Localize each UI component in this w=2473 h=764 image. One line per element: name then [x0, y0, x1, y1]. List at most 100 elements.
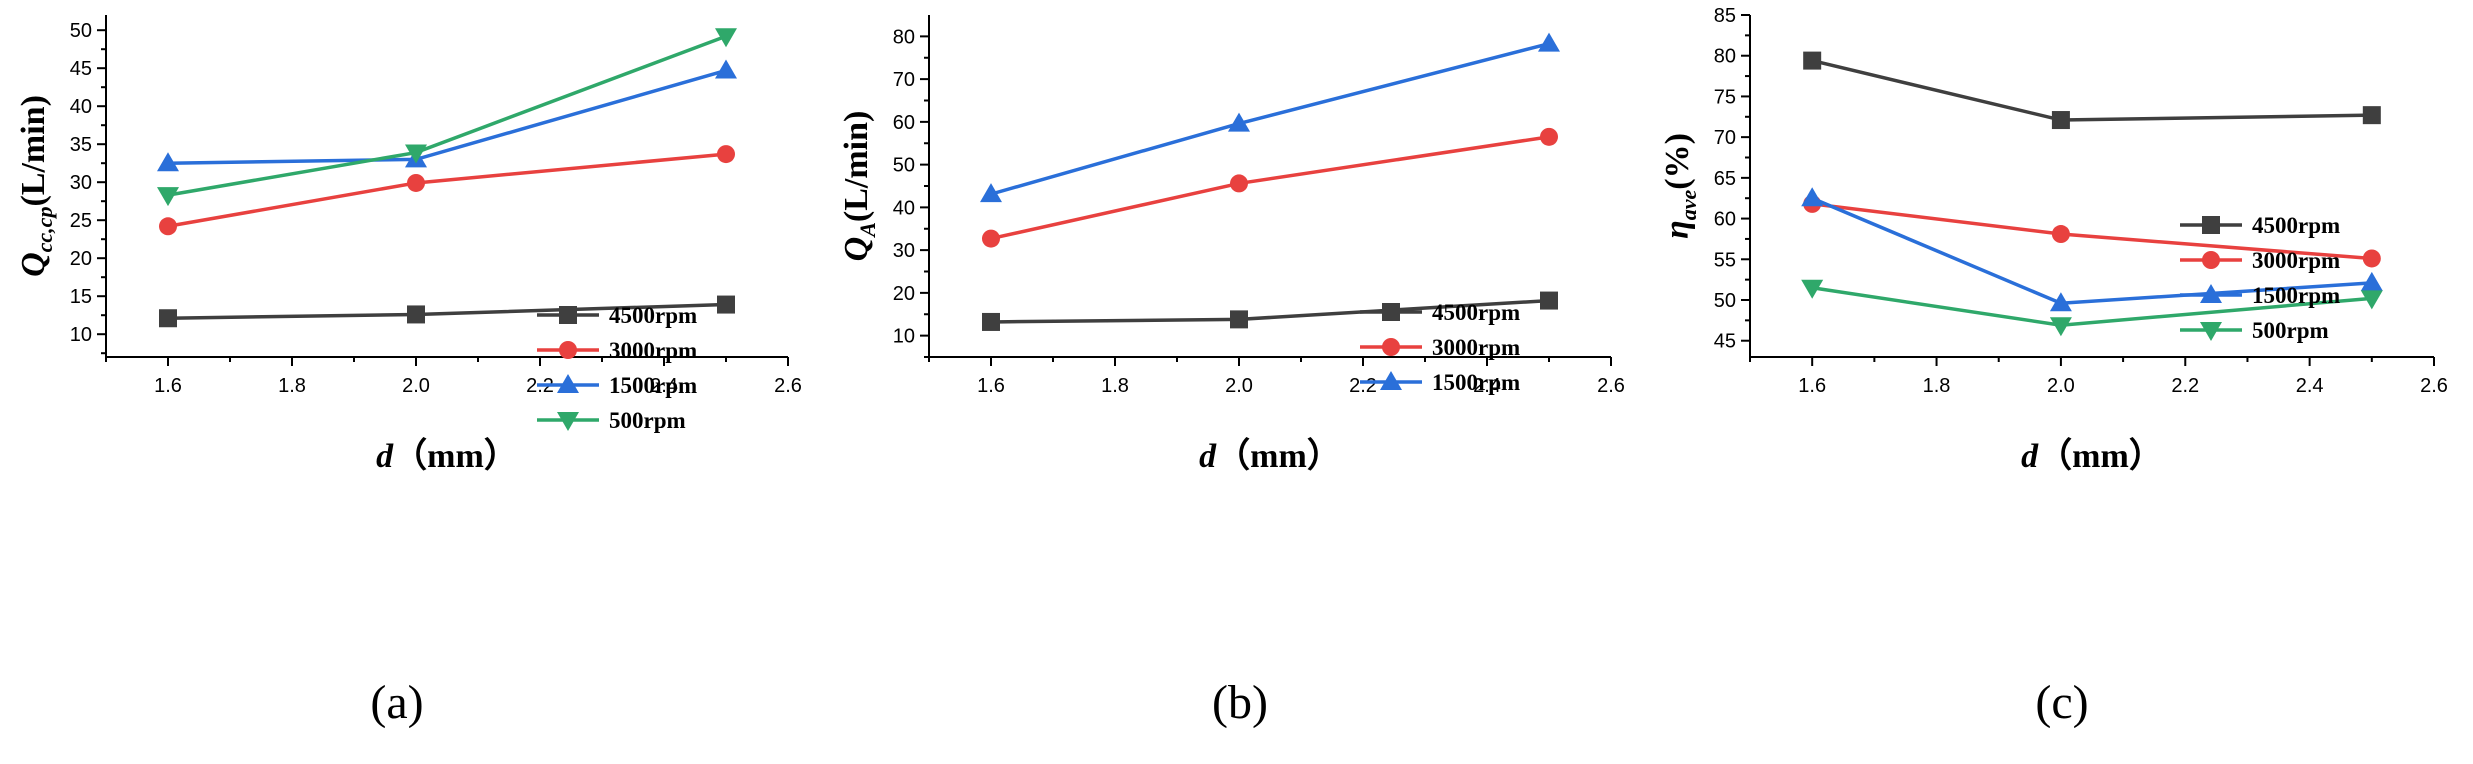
x-tick-label: 2.2 [2171, 375, 2199, 397]
series-line [990, 41, 1550, 196]
x-tick-label: 1.6 [977, 375, 1005, 397]
data-point [2051, 111, 2070, 130]
y-axis-title: QA(L/min) [838, 111, 880, 262]
legend-label: 1500rpm [609, 373, 697, 398]
data-point [159, 217, 177, 236]
legend-label: 1500rpm [2252, 283, 2340, 308]
y-axis-subscript: A [855, 222, 880, 239]
y-tick-label: 40 [70, 96, 92, 118]
y-tick-label: 60 [1714, 209, 1736, 231]
panel-b: 1.6 1.8 2.0 2.2 2.4 2.6 10 20 30 40 50 60 70 80 d（mm） Q… [838, 15, 1625, 729]
legend-label: 4500rpm [2252, 213, 2340, 238]
legend-label: 4500rpm [609, 303, 697, 328]
data-point [717, 145, 735, 164]
y-axis-unit: (L/min) [15, 95, 52, 206]
y-tick-label: 75 [1714, 86, 1736, 108]
y-tick-label: 80 [1714, 46, 1736, 68]
y-tick-label: 80 [893, 26, 915, 48]
y-tick-label: 70 [1714, 127, 1736, 149]
series-3000rpm [982, 127, 1558, 248]
x-tick-label: 1.6 [154, 375, 182, 397]
x-axis-unit: （mm） [393, 436, 518, 475]
data-point [2049, 317, 2072, 337]
data-point [1540, 127, 1558, 146]
series-500rpm [1801, 279, 2383, 337]
legend-marker [2200, 322, 2222, 341]
y-axis-title: Qcc,cp(L/min) [15, 95, 57, 277]
y-tick-label: 15 [70, 286, 92, 308]
data-point [715, 59, 737, 79]
legend-marker [2200, 284, 2222, 303]
y-axis-subscript: ave [1676, 189, 1701, 220]
y-tick-label: 50 [1714, 290, 1736, 312]
y-tick-label: 60 [893, 112, 915, 134]
panel-c: 1.6 1.8 2.0 2.2 2.4 2.6 45 50 55 60 65 70 75 80 85 d（mm… [1659, 5, 2448, 729]
series-line [167, 68, 727, 165]
x-tick-label: 2.2 [1349, 375, 1377, 397]
x-tick-label: 1.8 [1101, 375, 1129, 397]
x-tick-label: 2.0 [402, 375, 430, 397]
x-tick-label: 2.4 [1473, 375, 1501, 397]
x-tick-label: 1.8 [1923, 375, 1951, 397]
x-axis-var: d [2021, 438, 2039, 475]
y-tick-label: 35 [70, 134, 92, 156]
x-axis-var: d [1199, 438, 1217, 475]
x-axis-unit: （mm） [2038, 436, 2163, 475]
panel-label: (a) [370, 676, 423, 729]
y-tick-label: 30 [70, 172, 92, 194]
legend-label: 4500rpm [1432, 300, 1520, 325]
data-point [2362, 249, 2381, 268]
data-point [1801, 187, 1824, 207]
data-point [157, 187, 179, 207]
x-tick-label: 2.6 [2420, 375, 2448, 397]
legend-label: 3000rpm [2252, 248, 2340, 273]
legend-marker [2202, 251, 2220, 269]
legend-label: 500rpm [609, 408, 686, 433]
data-point [157, 152, 179, 172]
legend-marker [1380, 371, 1402, 390]
panel-label: (c) [2035, 676, 2088, 729]
data-point [1801, 279, 1824, 299]
legend-label: 500rpm [2252, 318, 2329, 343]
legend-label: 3000rpm [1432, 335, 1520, 360]
y-axis-unit: (L/min) [838, 111, 875, 222]
legend-label: 1500rpm [1432, 370, 1520, 395]
data-point [159, 309, 177, 328]
series-1500rpm [157, 59, 737, 172]
y-axis-var: Q [15, 252, 52, 277]
x-axis-title: d（mm） [1199, 436, 1341, 475]
y-axis-var: Q [838, 237, 875, 262]
y-axis-title: ηave(%) [1659, 133, 1701, 239]
y-tick-label: 50 [893, 155, 915, 177]
data-point [2049, 292, 2072, 312]
x-tick-label: 1.6 [1798, 375, 1826, 397]
y-tick-label: 10 [70, 324, 92, 346]
series-line [167, 34, 727, 197]
y-tick-label: 40 [893, 197, 915, 219]
x-tick-label: 2.0 [2047, 375, 2075, 397]
x-tick-label: 2.4 [2296, 375, 2324, 397]
y-tick-label: 55 [1714, 249, 1736, 271]
data-point [2360, 271, 2383, 291]
series-4500rpm [1803, 51, 2381, 130]
y-tick-label: 50 [70, 20, 92, 42]
x-axis-unit: （mm） [1216, 436, 1341, 475]
legend-marker [559, 306, 577, 324]
y-tick-label: 65 [1714, 168, 1736, 190]
data-point [717, 295, 735, 314]
legend-marker [559, 341, 577, 359]
legend: 4500rpm 3000rpm 1500rpm [1360, 300, 1520, 395]
data-point [715, 28, 737, 48]
legend: 4500rpm 3000rpm 1500rpm 500rpm [537, 303, 697, 433]
y-axis-unit: (%) [1659, 133, 1696, 190]
data-point [1803, 51, 1822, 70]
series-4500rpm [982, 291, 1558, 331]
series-500rpm [157, 28, 737, 207]
x-tick-label: 1.8 [278, 375, 306, 397]
y-tick-label: 45 [1714, 331, 1736, 353]
legend-label: 3000rpm [609, 338, 697, 363]
y-tick-label: 25 [70, 210, 92, 232]
data-point [407, 173, 425, 192]
x-tick-label: 2.6 [774, 375, 802, 397]
